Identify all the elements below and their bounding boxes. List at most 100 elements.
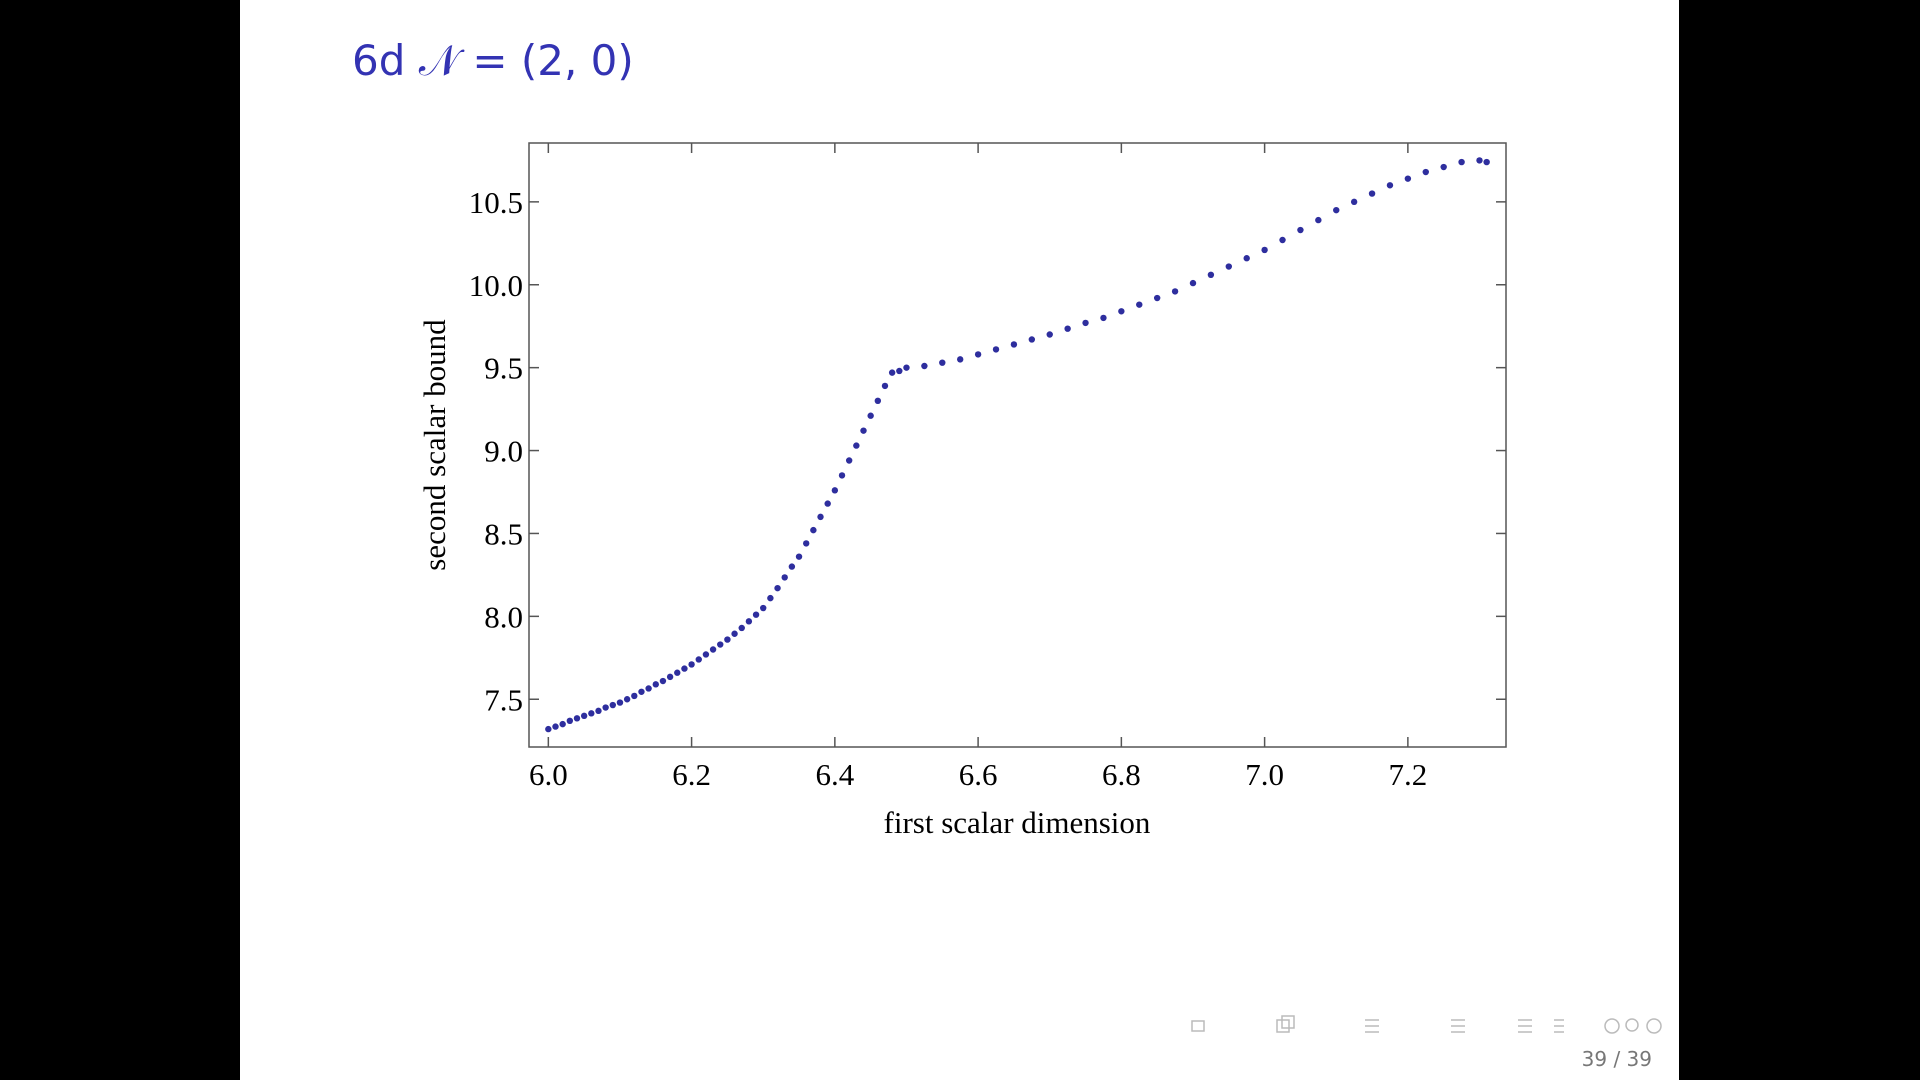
point	[652, 681, 659, 688]
point	[731, 630, 738, 637]
point	[609, 701, 617, 709]
point	[702, 651, 710, 658]
point	[566, 717, 574, 725]
point	[681, 665, 688, 672]
point	[573, 715, 581, 722]
point	[874, 397, 882, 405]
point	[860, 427, 867, 434]
point	[1243, 255, 1250, 262]
point	[1261, 246, 1268, 254]
point	[1458, 158, 1465, 166]
point	[1225, 263, 1233, 270]
point	[709, 646, 717, 653]
point	[853, 442, 860, 449]
point	[545, 725, 552, 733]
point	[992, 346, 1000, 353]
point	[623, 696, 631, 703]
x-tick-label: 6.4	[815, 757, 854, 792]
point	[921, 362, 928, 370]
point	[802, 540, 810, 547]
point	[838, 472, 846, 479]
point	[760, 604, 767, 612]
point	[631, 692, 638, 700]
point	[1279, 236, 1286, 244]
point	[795, 553, 803, 560]
x-tick-label: 6.6	[959, 757, 998, 792]
x-tick-label: 6.8	[1102, 757, 1141, 792]
point	[738, 624, 745, 632]
navigation-icons	[1191, 1015, 1662, 1034]
point	[588, 710, 595, 717]
x-axis-label: first scalar dimension	[884, 805, 1151, 840]
x-tick-label: 6.2	[672, 757, 711, 792]
point	[888, 369, 896, 376]
point	[1350, 198, 1358, 206]
point	[1171, 288, 1179, 295]
point	[867, 412, 874, 419]
y-tick-label: 7.5	[484, 682, 523, 717]
point	[974, 351, 982, 358]
point	[1136, 301, 1143, 308]
x-tick-label: 7.0	[1245, 757, 1284, 792]
slide-title: 6d 𝒩 = (2, 0)	[352, 36, 634, 85]
point	[1118, 308, 1125, 315]
y-tick-label: 8.5	[484, 516, 523, 551]
y-tick-label: 10.5	[469, 185, 523, 220]
point	[1368, 190, 1376, 197]
point	[896, 367, 903, 375]
point	[817, 513, 824, 521]
point	[781, 574, 788, 581]
plot-frame	[528, 142, 1507, 748]
point	[831, 487, 839, 494]
point	[810, 526, 817, 534]
point	[1440, 163, 1447, 171]
point	[580, 712, 588, 720]
point	[674, 669, 681, 676]
point	[1010, 341, 1018, 348]
point	[688, 661, 695, 668]
point	[1028, 336, 1036, 343]
point	[638, 688, 645, 695]
slide-background	[240, 0, 1679, 1080]
y-tick-label: 10.0	[469, 268, 523, 303]
point	[1064, 325, 1071, 332]
point	[666, 673, 674, 681]
point	[717, 641, 724, 648]
point	[903, 364, 910, 371]
point	[1483, 158, 1490, 166]
point	[956, 356, 964, 363]
y-tick-label: 9.0	[484, 434, 523, 469]
point	[1422, 168, 1429, 176]
point	[881, 382, 889, 390]
point	[767, 594, 774, 602]
point	[1333, 206, 1340, 214]
point	[1082, 319, 1089, 327]
point	[1046, 331, 1053, 338]
point	[559, 720, 566, 728]
point	[1315, 216, 1322, 224]
y-axis-label: second scalar bound	[417, 319, 452, 571]
point	[1297, 226, 1304, 234]
point	[616, 699, 624, 706]
point	[824, 500, 831, 507]
point	[1476, 157, 1483, 164]
point	[1386, 182, 1394, 189]
point	[1207, 271, 1215, 279]
point	[939, 359, 946, 366]
x-tick-label: 6.0	[529, 757, 568, 792]
point	[552, 723, 559, 730]
point	[595, 707, 602, 715]
point	[845, 457, 853, 464]
point	[1189, 279, 1197, 287]
point	[645, 685, 652, 692]
page-number: 39 / 39	[1582, 1047, 1652, 1071]
point	[724, 636, 731, 643]
point	[774, 584, 781, 592]
y-tick-label: 8.0	[484, 599, 523, 634]
point	[1153, 294, 1161, 302]
y-tick-label: 9.5	[484, 351, 523, 386]
point	[752, 611, 760, 618]
point	[745, 618, 753, 625]
